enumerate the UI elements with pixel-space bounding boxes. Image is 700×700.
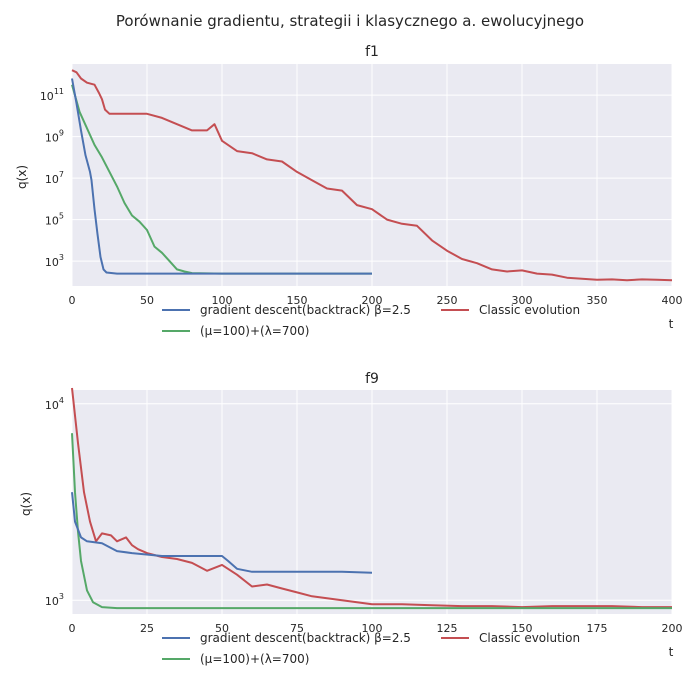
y-tick-label: 103 <box>45 592 64 608</box>
y-tick-label: 104 <box>45 396 64 412</box>
series-line <box>71 78 372 275</box>
figure-suptitle: Porównanie gradientu, strategii i klasyc… <box>116 12 584 30</box>
x-tick-label: 50 <box>215 622 229 635</box>
x-tick-label: 250 <box>437 294 458 307</box>
legend-item: gradient descent(backtrack) β=2.5 <box>162 303 411 317</box>
y-axis-label: q(x) <box>15 165 29 189</box>
panel-title: f1 <box>365 44 379 60</box>
x-tick-label: 75 <box>290 622 304 635</box>
x-tick-label: 100 <box>212 294 233 307</box>
legend-item: (μ=100)+(λ=700) <box>162 324 309 338</box>
x-tick-label: 200 <box>662 622 683 635</box>
y-tick-label: 1011 <box>40 87 64 103</box>
y-tick-label: 109 <box>45 129 64 145</box>
x-axis-label: t <box>669 645 674 659</box>
panel-title: f9 <box>365 371 379 387</box>
x-tick-label: 50 <box>140 294 154 307</box>
legend-label: gradient descent(backtrack) β=2.5 <box>200 631 411 645</box>
x-tick-label: 0 <box>69 622 76 635</box>
legend-label: Classic evolution <box>479 631 580 645</box>
series-line <box>71 84 372 275</box>
legend-label: (μ=100)+(λ=700) <box>200 324 309 338</box>
x-tick-label: 175 <box>587 622 608 635</box>
x-tick-label: 300 <box>512 294 533 307</box>
legend-item: (μ=100)+(λ=700) <box>162 652 309 666</box>
legend-item: Classic evolution <box>441 631 580 645</box>
legend-item: Classic evolution <box>441 303 580 317</box>
series-line <box>71 433 672 610</box>
y-tick-label: 103 <box>45 253 64 269</box>
series-line <box>71 387 672 609</box>
x-tick-label: 400 <box>662 294 683 307</box>
y-tick-label: 107 <box>45 170 64 186</box>
x-tick-label: 0 <box>69 294 76 307</box>
legend-label: Classic evolution <box>479 303 580 317</box>
x-tick-label: 150 <box>287 294 308 307</box>
x-axis-label: t <box>669 317 674 331</box>
legend-item: gradient descent(backtrack) β=2.5 <box>162 631 411 645</box>
x-tick-label: 100 <box>362 622 383 635</box>
series-line <box>71 69 673 282</box>
panel-f1: f1 q(x) t 0 50 100 150 200 250 300 350 400 103 105… <box>15 44 683 338</box>
legend-label: gradient descent(backtrack) β=2.5 <box>200 303 411 317</box>
x-tick-label: 150 <box>512 622 533 635</box>
y-tick-label: 105 <box>45 212 64 228</box>
x-tick-label: 125 <box>437 622 458 635</box>
x-tick-label: 25 <box>140 622 154 635</box>
y-axis-label: q(x) <box>19 492 33 516</box>
x-tick-label: 200 <box>362 294 383 307</box>
series-line <box>71 492 373 574</box>
panel-f9: f9 q(x) t 0 25 50 75 100 125 150 175 200 103 104 gr… <box>19 371 683 666</box>
x-tick-label: 350 <box>587 294 608 307</box>
legend-label: (μ=100)+(λ=700) <box>200 652 309 666</box>
